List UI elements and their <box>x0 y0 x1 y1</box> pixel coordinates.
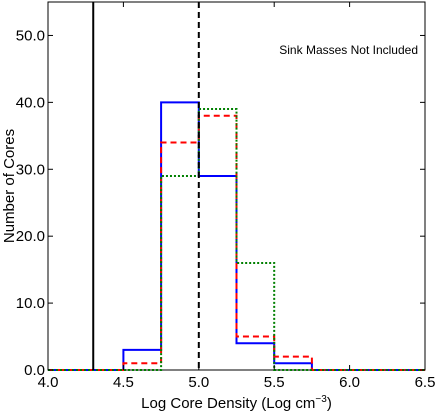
axis-ticks <box>47 2 426 371</box>
y-tick-label: 50.0 <box>16 27 45 44</box>
x-axis-title-close: ) <box>327 395 332 412</box>
x-tick-label: 5.0 <box>188 374 209 391</box>
x-axis-title: Log Core Density (Log cm−3) <box>141 394 332 412</box>
x-tick-label: 5.5 <box>264 374 285 391</box>
histogram-series-dotted <box>48 108 425 371</box>
x-axis-title-main: Log Core Density (Log cm <box>141 395 315 412</box>
reference-lines <box>92 2 200 370</box>
x-tick-label: 6.0 <box>339 374 360 391</box>
plot-frame <box>47 1 426 371</box>
x-tick-label: 4.0 <box>38 374 59 391</box>
series-layer <box>48 101 425 371</box>
annotation-text: Sink Masses Not Included <box>279 43 418 57</box>
x-tick-label: 4.5 <box>113 374 134 391</box>
y-tick-label: 30.0 <box>16 161 45 178</box>
x-axis-title-superscript: −3 <box>315 394 327 405</box>
plot-area <box>47 1 426 371</box>
y-tick-label: 10.0 <box>16 295 45 312</box>
y-axis-title: Number of Cores <box>1 129 18 243</box>
y-tick-label: 20.0 <box>16 228 45 245</box>
x-tick-labels: 4.0 4.5 5.0 5.5 6.0 6.5 <box>38 374 436 391</box>
x-tick-label: 6.5 <box>415 374 436 391</box>
y-tick-label: 40.0 <box>16 94 45 111</box>
y-tick-labels: 0.0 10.0 20.0 30.0 40.0 50.0 <box>16 27 45 379</box>
y-tick-label: 0.0 <box>24 362 45 379</box>
